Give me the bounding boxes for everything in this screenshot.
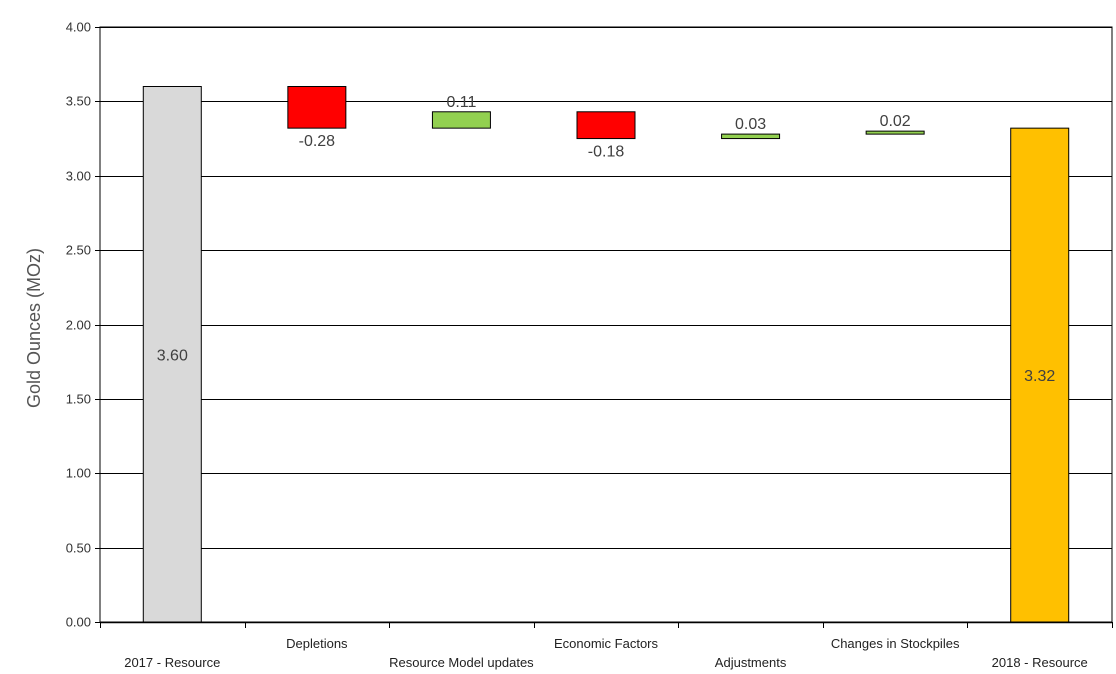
bar <box>431 111 491 129</box>
axis-layer: 0.00 0.50 1.00 1.50 2.00 2.50 3.00 3.50 4.00 <box>66 20 1113 630</box>
y-tick-label: 2.00 <box>66 318 91 333</box>
data-label: 3.60 <box>157 347 188 364</box>
data-label: 0.11 <box>446 94 476 111</box>
x-tick-label: Resource Model updates <box>389 655 534 670</box>
y-tick-label: 2.50 <box>66 243 91 258</box>
y-tick-label: 3.50 <box>66 94 91 109</box>
bar <box>865 130 925 135</box>
bar <box>721 133 781 140</box>
y-tick-label: 1.50 <box>66 392 91 407</box>
y-axis-label: Gold Ounces (MOz) <box>24 248 44 408</box>
y-tick-label: 4.00 <box>66 20 91 35</box>
y-tick-label: 3.00 <box>66 169 91 184</box>
x-tick-label: 2017 - Resource <box>124 655 220 670</box>
label-layer: 3.60 2017 - Resource -0.28 Depletions 0.11 Re… <box>124 94 1088 670</box>
bar-layer <box>142 86 1070 623</box>
bar <box>287 86 347 129</box>
x-tick-label: Changes in Stockpiles <box>831 636 960 651</box>
y-tick-label: 0.00 <box>66 615 91 630</box>
data-label: -0.18 <box>588 144 625 161</box>
bar <box>142 86 202 623</box>
x-tick-label: Depletions <box>286 636 348 651</box>
x-tick-label: Adjustments <box>715 655 787 670</box>
x-tick-label: 2018 - Resource <box>992 655 1088 670</box>
y-tick-label: 0.50 <box>66 541 91 556</box>
data-label: 0.03 <box>735 116 766 133</box>
y-tick-label: 1.00 <box>66 466 91 481</box>
data-label: 3.32 <box>1024 368 1055 385</box>
data-label: -0.28 <box>299 133 336 150</box>
bar <box>576 111 636 140</box>
bar <box>1010 127 1070 623</box>
data-label: 0.02 <box>880 113 911 130</box>
x-tick-label: Economic Factors <box>554 636 659 651</box>
